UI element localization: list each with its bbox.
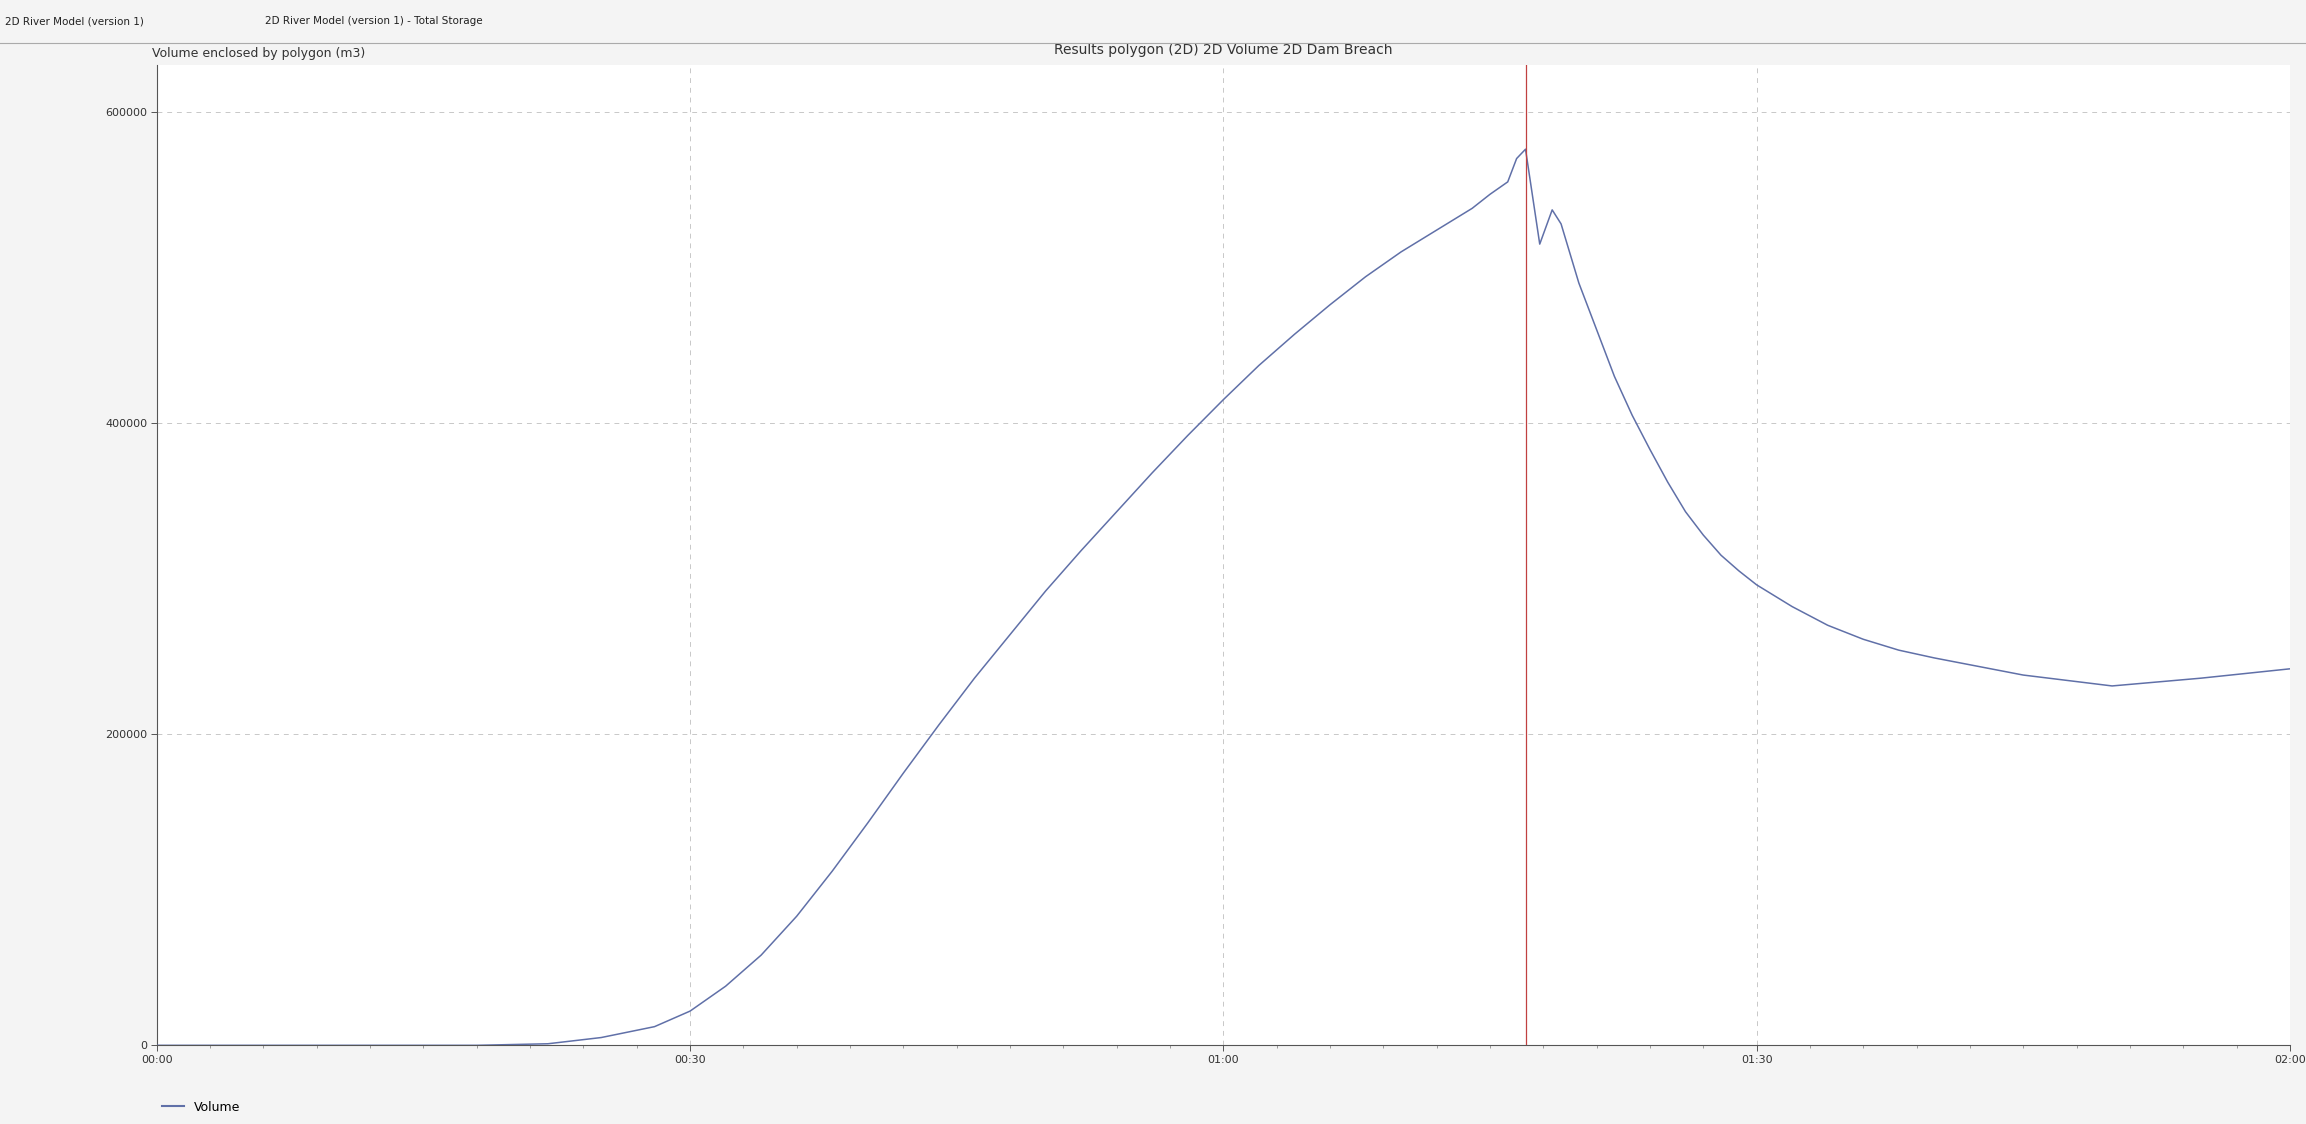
Title: Results polygon (2D) 2D Volume 2D Dam Breach: Results polygon (2D) 2D Volume 2D Dam Br… bbox=[1054, 43, 1393, 57]
Text: 2D River Model (version 1): 2D River Model (version 1) bbox=[5, 17, 143, 26]
Text: 2D River Model (version 1) - Total Storage: 2D River Model (version 1) - Total Stora… bbox=[265, 17, 482, 26]
Legend: Volume: Volume bbox=[157, 1096, 247, 1118]
Text: Volume enclosed by polygon (m3): Volume enclosed by polygon (m3) bbox=[152, 46, 364, 60]
